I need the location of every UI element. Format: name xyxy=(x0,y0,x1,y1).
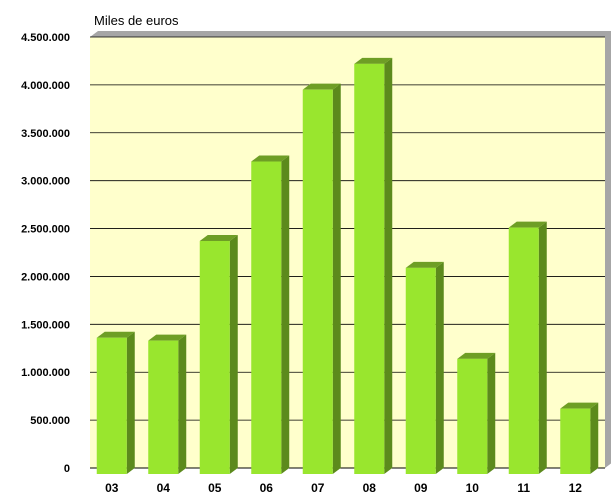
bar-top xyxy=(251,155,290,162)
bar-front xyxy=(302,89,333,474)
bar-front xyxy=(405,267,436,474)
bar xyxy=(457,352,496,474)
y-tick-label: 1.500.000 xyxy=(21,319,70,331)
bar xyxy=(251,155,290,474)
bar-side xyxy=(178,334,187,474)
bar-top xyxy=(457,352,496,359)
bar xyxy=(560,402,599,474)
bar-side xyxy=(435,261,444,474)
bar-top xyxy=(96,331,135,338)
y-tick-label: 500.000 xyxy=(30,415,70,427)
bar-front xyxy=(354,63,385,474)
bar xyxy=(508,221,547,474)
bar-top xyxy=(302,83,341,90)
y-tick-label: 4.500.000 xyxy=(21,32,70,44)
bar-front xyxy=(96,337,127,474)
bars xyxy=(96,57,599,474)
y-tick-label: 2.000.000 xyxy=(21,271,70,283)
bar-side xyxy=(281,155,290,474)
bar xyxy=(354,57,393,474)
bar-top xyxy=(560,402,599,409)
y-tick-label: 3.000.000 xyxy=(21,176,70,188)
bar-front xyxy=(560,408,591,474)
x-tick-label: 05 xyxy=(208,481,222,495)
bar-side xyxy=(590,402,599,474)
bar-side xyxy=(487,352,496,474)
bar-top xyxy=(405,261,444,268)
x-tick-label: 11 xyxy=(517,481,530,495)
bar-front xyxy=(457,358,488,474)
bar-side xyxy=(384,57,393,474)
bar-top xyxy=(199,235,238,242)
x-tick-label: 12 xyxy=(569,481,583,495)
x-tick-label: 09 xyxy=(414,481,428,495)
bar xyxy=(302,83,341,474)
bar-top xyxy=(508,221,547,228)
x-axis-ticks: 03 04 05 06 07 08 09 10 11 12 xyxy=(105,481,582,495)
bar xyxy=(405,261,444,474)
x-tick-label: 03 xyxy=(105,481,119,495)
x-tick-label: 06 xyxy=(260,481,274,495)
y-tick-label: 3.500.000 xyxy=(21,128,70,140)
y-axis-ticks: 0 500.000 1.000.000 1.500.000 2.000.000 2.500… xyxy=(21,32,70,475)
bar xyxy=(148,334,187,474)
unit-label: Miles de euros xyxy=(94,13,179,28)
y-tick-label: 2.500.000 xyxy=(21,224,70,236)
bar xyxy=(96,331,135,474)
bar-top xyxy=(354,57,393,64)
bar-front xyxy=(199,241,230,474)
x-tick-label: 07 xyxy=(311,481,325,495)
bar-side xyxy=(229,235,238,474)
x-tick-label: 10 xyxy=(466,481,480,495)
bar-front xyxy=(508,227,539,474)
bar-top xyxy=(148,334,187,341)
y-tick-label: 0 xyxy=(64,463,70,475)
y-tick-label: 4.000.000 xyxy=(21,80,70,92)
x-tick-label: 08 xyxy=(363,481,377,495)
bar xyxy=(199,235,238,474)
bar-side xyxy=(538,221,547,474)
bar-side xyxy=(126,331,135,474)
bar-front xyxy=(251,161,282,474)
y-tick-label: 1.000.000 xyxy=(21,367,70,379)
bar-side xyxy=(332,83,341,474)
bar-front xyxy=(148,340,179,474)
x-tick-label: 04 xyxy=(157,481,171,495)
